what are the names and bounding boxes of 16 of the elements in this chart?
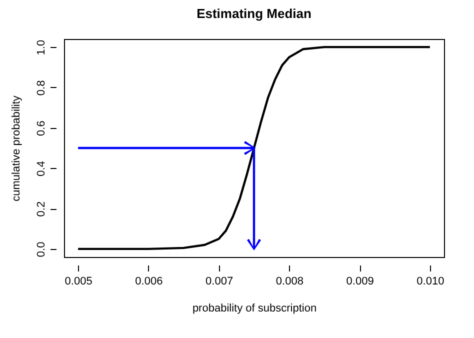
x-tick-label: 0.005 <box>64 276 92 288</box>
x-tick-label: 0.008 <box>276 276 304 288</box>
y-tick-label: 0.4 <box>36 161 48 176</box>
y-tick-label: 0.2 <box>36 201 48 217</box>
chart-title: Estimating Median <box>196 6 312 21</box>
y-tick-label: 1.0 <box>36 40 48 56</box>
y-axis-title: cumulative probability <box>10 95 22 202</box>
x-tick-label: 0.010 <box>416 276 444 288</box>
line-series <box>76 46 432 250</box>
x-tick-label: 0.006 <box>135 276 163 288</box>
y-tick-label: 0.6 <box>36 120 48 136</box>
y-tick-label: 0.0 <box>36 242 48 258</box>
x-tick-label: 0.007 <box>206 276 234 288</box>
x-axis-title: probability of subscription <box>192 302 317 314</box>
y-tick-label: 0.8 <box>36 80 48 96</box>
x-tick-label: 0.009 <box>346 276 374 288</box>
